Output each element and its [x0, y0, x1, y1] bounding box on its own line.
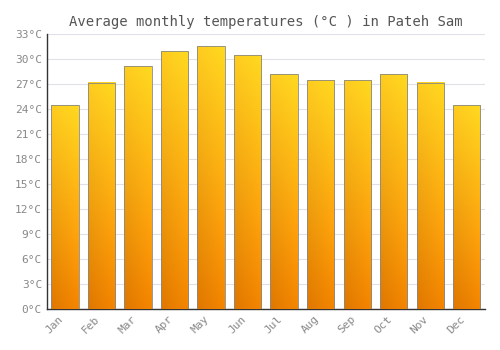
- Bar: [234, 55, 262, 309]
- Bar: [380, 74, 407, 309]
- Bar: [270, 74, 298, 309]
- Title: Average monthly temperatures (°C ) in Pateh Sam: Average monthly temperatures (°C ) in Pa…: [69, 15, 462, 29]
- Bar: [88, 83, 116, 309]
- Bar: [52, 105, 79, 309]
- Bar: [453, 105, 480, 309]
- Bar: [416, 83, 444, 309]
- Bar: [161, 51, 188, 309]
- Bar: [124, 66, 152, 309]
- Bar: [344, 80, 371, 309]
- Bar: [198, 46, 225, 309]
- Bar: [307, 80, 334, 309]
